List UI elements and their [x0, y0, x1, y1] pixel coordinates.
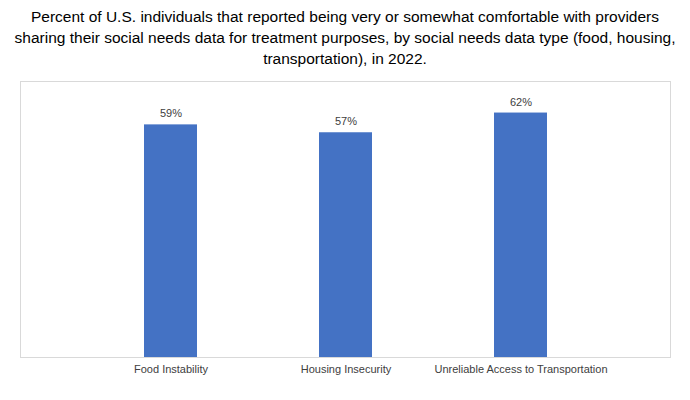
svg-text:Food Instability: Food Instability — [134, 363, 208, 375]
svg-text:57%: 57% — [335, 115, 357, 127]
html-text:Percent of U.S. individuals th: Percent of U.S. individuals that reporte… — [14, 8, 676, 67]
svg-text:Housing Insecurity: Housing Insecurity — [301, 363, 392, 375]
svg-text:62%: 62% — [510, 96, 532, 108]
svg-text:59%: 59% — [160, 107, 182, 119]
svg-text:Unreliable Access to Transport: Unreliable Access to Transportation — [434, 363, 607, 375]
